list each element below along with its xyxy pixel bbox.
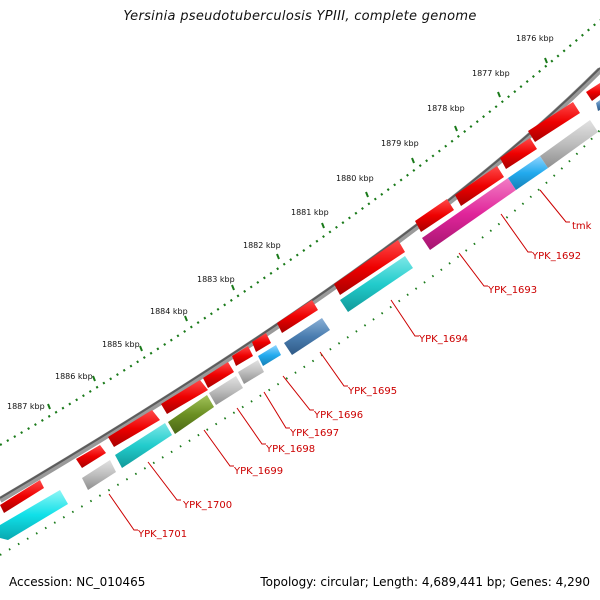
scale-tick-mark [184,315,188,322]
gene-forward[interactable] [76,445,106,468]
genome-summary-label: Topology: circular; Length: 4,689,441 bp… [260,575,590,589]
scale-ticks [47,57,548,410]
gene-forward[interactable] [586,83,600,101]
gene-reverse[interactable] [284,318,330,355]
scale-tick-label: 1879 kbp [381,139,419,148]
gene-reverse[interactable] [238,360,264,384]
gene-forward[interactable] [528,102,580,142]
gene-label[interactable]: YPK_1698 [265,444,315,455]
scale-tick-label: 1880 kbp [336,174,374,183]
gene-forward[interactable] [500,138,537,169]
scale-tick-label: 1883 kbp [197,275,235,284]
scale-tick-label: 1887 kbp [7,402,45,411]
reverse-strand-genes [0,120,598,540]
gene-labels: tmk YPK_1692 YPK_1693 YPK_1694 YPK_1695 YPK_1… [137,221,592,540]
gene-reverse[interactable] [168,395,214,434]
gene-label-leaders [108,189,570,531]
gene-reverse[interactable] [540,120,598,168]
scale-tick-mark [47,403,51,410]
gene-label[interactable]: YPK_1699 [233,466,283,477]
gene-forward[interactable] [161,380,208,414]
scale-tick-label: 1884 kbp [150,307,188,316]
scale-tick-mark [497,91,501,98]
page-title: Yersinia pseudotuberculosis YPIII, compl… [123,9,477,24]
gene-forward[interactable] [455,166,504,206]
gene-label[interactable]: YPK_1697 [289,428,339,439]
gene-reverse[interactable] [0,490,68,540]
gene-reverse[interactable] [422,178,516,250]
scale-arc [0,19,600,446]
gene-label[interactable]: YPK_1692 [531,251,581,262]
gene-reverse[interactable] [508,156,548,190]
gene-label[interactable]: YPK_1700 [182,500,232,511]
gene-label[interactable]: YPK_1696 [313,410,363,421]
scale-tick-label: 1878 kbp [427,104,465,113]
scale-tick-mark [276,253,280,260]
scale-tick-mark [231,284,235,291]
gene-forward[interactable] [203,362,234,388]
gene-reverse[interactable] [258,345,281,366]
gene-reverse[interactable] [82,460,116,490]
gene-label[interactable]: YPK_1693 [487,285,537,296]
forward-strand-genes [0,83,600,513]
gene-forward[interactable] [277,300,318,333]
scale-labels: 1876 kbp 1877 kbp 1878 kbp 1879 kbp 1880 kbp… [7,34,554,411]
gene-forward[interactable] [334,240,405,295]
scale-tick-label: 1882 kbp [243,241,281,250]
scale-tick-label: 1886 kbp [55,372,93,381]
gene-label[interactable]: YPK_1695 [347,386,397,397]
scale-tick-mark [92,375,96,382]
gene-forward[interactable] [232,346,253,366]
scale-tick-label: 1876 kbp [516,34,554,43]
scale-tick-mark [365,191,369,198]
gene-label[interactable]: YPK_1694 [418,334,468,345]
scale-tick-label: 1881 kbp [291,208,329,217]
gene-label[interactable]: tmk [572,221,592,232]
gene-reverse[interactable] [340,256,413,312]
gene-forward[interactable] [596,100,600,111]
scale-tick-label: 1885 kbp [102,340,140,349]
gene-forward[interactable] [415,199,454,232]
scale-tick-mark [411,157,415,164]
gene-forward[interactable] [108,410,160,447]
gene-forward[interactable] [252,333,271,352]
gene-reverse[interactable] [115,423,172,468]
scale-tick-mark [454,125,458,132]
gene-reverse[interactable] [209,376,243,405]
scale-tick-mark [321,222,325,229]
gene-forward[interactable] [0,480,44,513]
scale-tick-mark [139,345,143,352]
gene-label[interactable]: YPK_1701 [137,529,187,540]
scale-tick-label: 1877 kbp [472,69,510,78]
accession-label: Accession: NC_010465 [9,575,146,589]
scale-tick-mark [544,57,548,64]
